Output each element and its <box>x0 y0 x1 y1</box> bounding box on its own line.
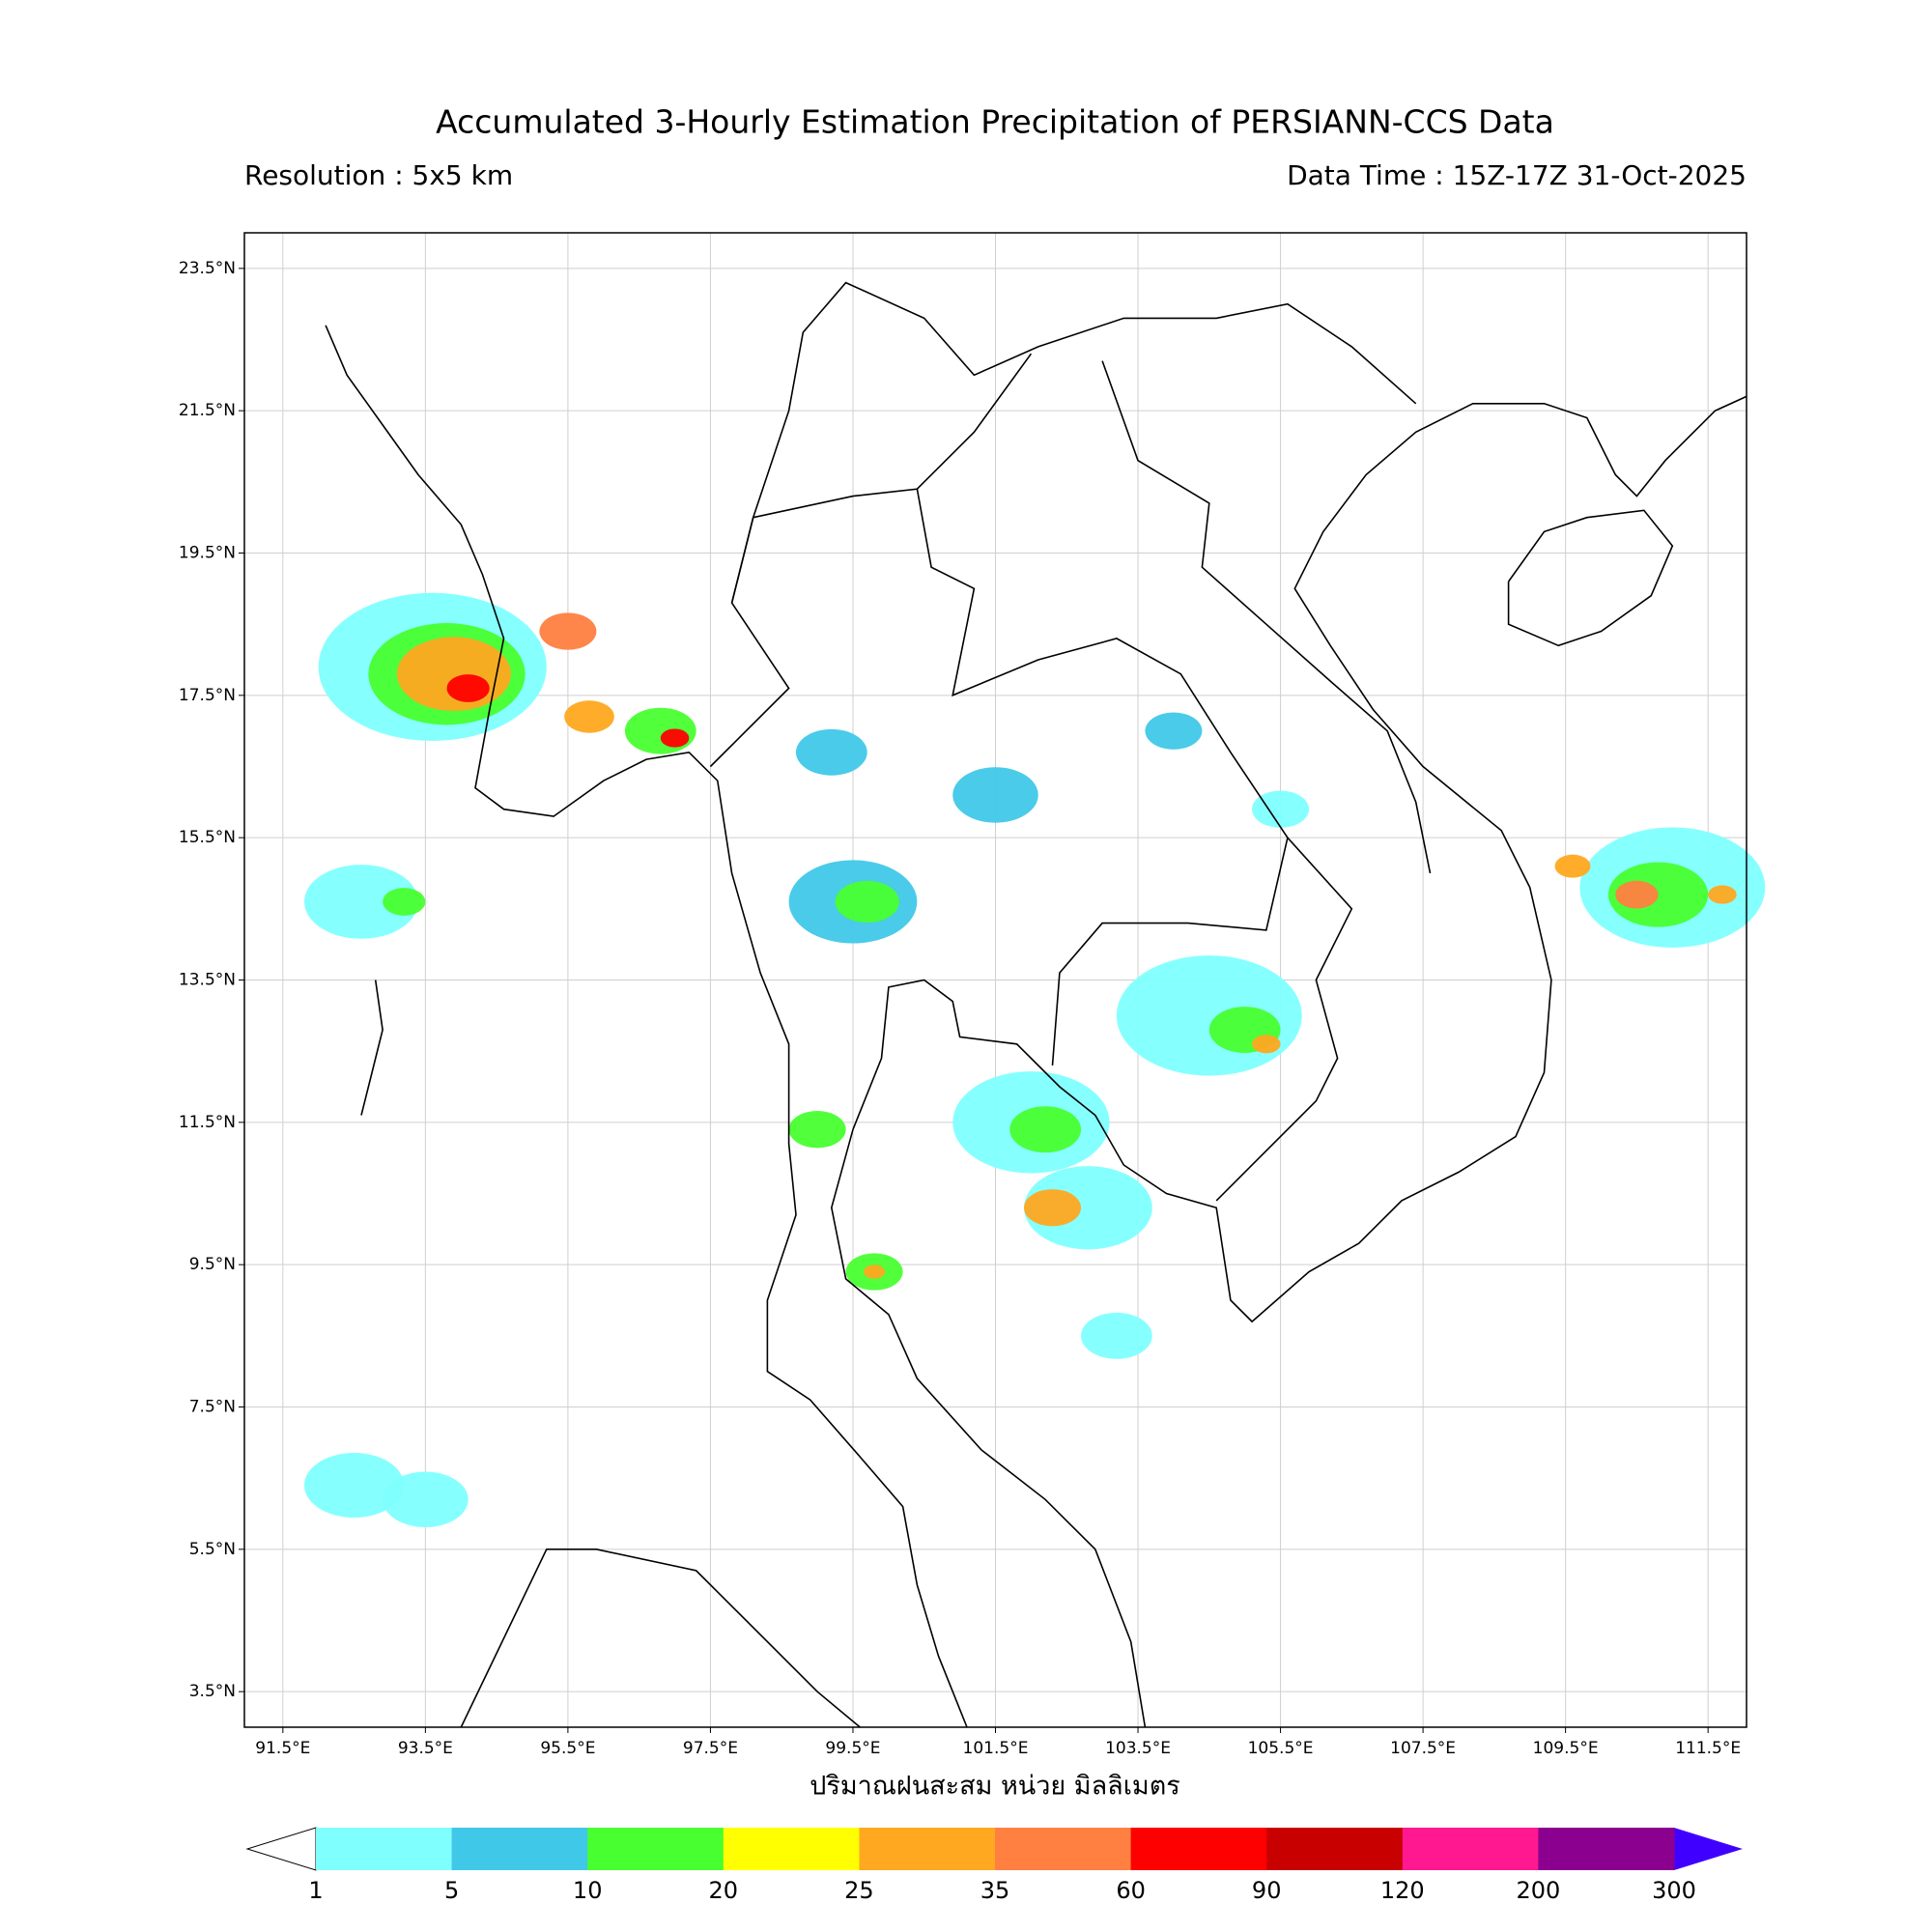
colorbar-tick-label: 90 <box>1252 1877 1282 1904</box>
data-time: Data Time : 15Z-17Z 31-Oct-2025 <box>1287 159 1747 191</box>
x-tick-label: 97.5°E <box>683 1739 738 1758</box>
y-tick-label: 11.5°N <box>179 1113 236 1132</box>
colorbar-tick-label: 25 <box>844 1877 874 1904</box>
rain-cell <box>1607 862 1709 927</box>
colorbar-tick-label: 35 <box>980 1877 1010 1904</box>
coastline <box>830 395 1747 1728</box>
rain-cell <box>1252 1035 1281 1054</box>
rain-cell <box>1145 712 1203 750</box>
rain-cell <box>564 700 614 733</box>
rain-cell <box>864 1264 886 1279</box>
rain-cell <box>1252 790 1310 828</box>
x-tick-label: 101.5°E <box>963 1739 1029 1758</box>
x-tick-label: 109.5°E <box>1533 1739 1599 1758</box>
rain-cell <box>383 888 426 916</box>
coastline <box>360 980 384 1116</box>
coastline <box>916 353 1033 490</box>
y-tick-label: 17.5°N <box>179 686 236 705</box>
colorbar-tick-label: 1 <box>308 1877 323 1904</box>
coastline <box>730 281 1417 604</box>
rain-cell <box>396 637 511 712</box>
colorbar-tick-label: 200 <box>1516 1877 1560 1904</box>
y-tick-label: 5.5°N <box>189 1540 236 1559</box>
colorbar-tick-label: 60 <box>1116 1877 1146 1904</box>
colorbar-tick-label: 300 <box>1652 1877 1696 1904</box>
coastline <box>325 325 968 1728</box>
coastline <box>1101 360 1432 874</box>
colorbar-segment <box>995 1828 1132 1870</box>
rain-cell <box>795 728 867 776</box>
rain-cell <box>1024 1166 1152 1250</box>
rain-cell <box>446 674 490 702</box>
colorbar-segment <box>316 1828 453 1870</box>
x-tick-label: 93.5°E <box>398 1739 453 1758</box>
colorbar-segment <box>451 1828 588 1870</box>
rain-cell <box>660 728 690 748</box>
title: Accumulated 3-Hourly Estimation Precipit… <box>436 103 1554 141</box>
colorbar-segment <box>1266 1828 1404 1870</box>
x-tick-label: 99.5°E <box>825 1739 880 1758</box>
rain-cell <box>1615 880 1659 909</box>
rain-cell <box>1554 854 1591 878</box>
rain-cell <box>624 707 696 754</box>
rain-cell <box>1708 885 1737 904</box>
resolution: Resolution : 5x5 km <box>244 159 513 191</box>
colorbar-over <box>1674 1828 1743 1870</box>
y-tick-label: 13.5°N <box>179 971 236 990</box>
rain-cell <box>952 767 1038 823</box>
colorbar-segment <box>1130 1828 1267 1870</box>
x-tick-label: 107.5°E <box>1390 1739 1456 1758</box>
ticks: 91.5°E 93.5°E 95.5°E 97.5°E 99.5°E 101.5°E 103… <box>179 259 1741 1758</box>
colorbar-tick-label: 20 <box>709 1877 739 1904</box>
colorbar-segment <box>587 1828 724 1870</box>
x-tick-label: 91.5°E <box>255 1739 310 1758</box>
rain-cell <box>1081 1312 1152 1359</box>
colorbar-segment <box>859 1828 996 1870</box>
x-tick-label: 111.5°E <box>1675 1739 1741 1758</box>
rain-cell <box>1009 1106 1082 1153</box>
y-tick-label: 3.5°N <box>189 1682 236 1701</box>
rain-cell <box>1024 1189 1082 1227</box>
coastline <box>1507 509 1674 647</box>
rain-cell <box>835 880 899 923</box>
coastlines <box>325 281 1747 1728</box>
x-tick-label: 95.5°E <box>540 1739 595 1758</box>
coastline <box>1215 837 1353 1202</box>
rain-layer <box>303 592 1766 1527</box>
y-tick-label: 15.5°N <box>179 828 236 847</box>
y-tick-label: 19.5°N <box>179 544 236 563</box>
colorbar-segment <box>1402 1828 1539 1870</box>
y-tick-label: 21.5°N <box>179 401 236 420</box>
colorbar-tick-label: 5 <box>444 1877 459 1904</box>
colorbar-segment <box>1538 1828 1675 1870</box>
y-tick-label: 7.5°N <box>189 1398 236 1417</box>
y-tick-label: 9.5°N <box>189 1255 236 1274</box>
rain-cell <box>1116 955 1302 1076</box>
colorbar: 1 5 10 20 25 35 60 90 120 200 300 <box>245 1827 1743 1904</box>
rain-cell <box>303 1453 405 1519</box>
y-tick-label: 23.5°N <box>179 259 236 278</box>
x-tick-label: 103.5°E <box>1105 1739 1171 1758</box>
rain-cell <box>788 1111 846 1149</box>
rain-cell <box>383 1471 469 1527</box>
colorbar-label: ปริมาณฝนสะสม หน่วย มิลลิเมตร <box>810 1772 1180 1802</box>
rain-cell <box>539 612 597 650</box>
colorbar-tick-label: 10 <box>573 1877 603 1904</box>
colorbar-tick-label: 120 <box>1380 1877 1425 1904</box>
coastline <box>460 1548 861 1728</box>
colorbar-segment <box>723 1828 860 1870</box>
rain-cell <box>303 865 418 939</box>
x-tick-label: 105.5°E <box>1248 1739 1314 1758</box>
